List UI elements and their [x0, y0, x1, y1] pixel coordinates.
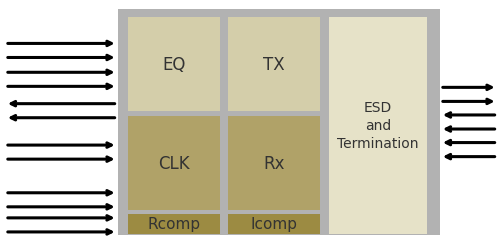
Bar: [128, 18, 220, 111]
Bar: [128, 214, 220, 234]
Text: ESD
and
Termination: ESD and Termination: [337, 101, 418, 150]
Text: EQ: EQ: [162, 56, 186, 73]
Bar: [228, 214, 320, 234]
Bar: [118, 10, 440, 235]
Text: Rx: Rx: [263, 154, 284, 172]
Bar: [128, 116, 220, 210]
Text: CLK: CLK: [158, 154, 190, 172]
Bar: [228, 116, 320, 210]
Bar: [228, 18, 320, 111]
Bar: [329, 18, 426, 234]
Text: Rcomp: Rcomp: [147, 216, 201, 231]
Text: TX: TX: [263, 56, 284, 73]
Text: Icomp: Icomp: [250, 216, 297, 231]
